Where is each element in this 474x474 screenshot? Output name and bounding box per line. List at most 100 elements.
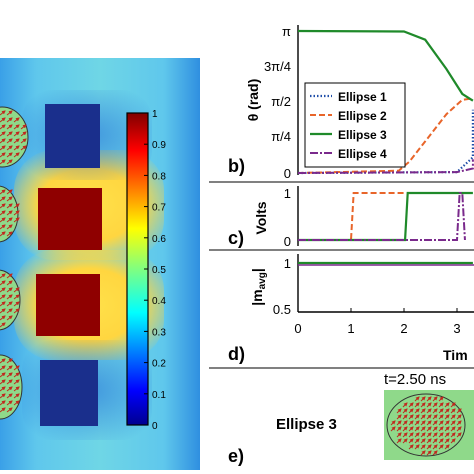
inset-arrow — [414, 438, 420, 444]
inset-arrow — [420, 420, 426, 426]
inset-arrow — [426, 438, 432, 444]
series-ellipse-3 — [297, 29, 474, 102]
colorbar-tick-label: 1 — [152, 109, 158, 120]
panel-b-label: b) — [228, 156, 245, 176]
inset-arrow — [402, 438, 408, 444]
magnetization-arrow — [13, 287, 20, 293]
magnetization-arrow — [13, 379, 20, 385]
magnetization-arrow — [6, 159, 13, 165]
panel-d-ytick-1: 1 — [284, 256, 291, 271]
inset-arrow — [432, 432, 438, 438]
inset-arrow — [414, 432, 420, 438]
magnetization-arrow — [6, 287, 13, 293]
magnetization-arrow — [6, 301, 13, 307]
magnetization-arrow — [6, 280, 13, 286]
panel-d-xtick-1: 1 — [347, 321, 354, 336]
inset-arrow — [438, 396, 444, 402]
inset-arrow — [456, 420, 462, 426]
inset-arrow — [408, 420, 414, 426]
panel-b-ytick-3pi4: 3π/4 — [264, 59, 291, 74]
magnetization-arrow — [6, 315, 13, 321]
colorbar-tick-label: 0.5 — [152, 265, 166, 276]
inset-arrow — [402, 414, 408, 420]
inset-arrow — [444, 438, 450, 444]
inset-arrow — [396, 438, 402, 444]
panel-c-label: c) — [228, 228, 244, 248]
magnetization-arrow — [13, 145, 20, 151]
inset-arrow — [402, 408, 408, 414]
colorbar-tick-label: 0.4 — [152, 296, 166, 307]
svg-text:|mavg|: |mavg| — [249, 268, 268, 306]
panel-d-xtick-0: 0 — [294, 321, 301, 336]
magnetization-arrow — [0, 372, 6, 378]
inset-arrow — [444, 402, 450, 408]
inset-arrow — [420, 450, 426, 456]
inset-arrow — [438, 408, 444, 414]
magnetization-arrow — [6, 152, 13, 158]
magnetization-arrow — [13, 308, 20, 314]
inset-arrow — [444, 414, 450, 420]
legend-ellipse-4: Ellipse 4 — [338, 147, 387, 161]
magnetization-arrow — [6, 393, 13, 399]
inset-arrow — [420, 438, 426, 444]
magnetization-arrow — [0, 386, 6, 392]
magnetization-arrow — [0, 379, 6, 385]
inset-arrow — [444, 408, 450, 414]
inset-arrow — [444, 426, 450, 432]
magnetization-arrow — [13, 393, 20, 399]
panel-b: π 3π/4 π/2 π/4 0 θ (rad) b) Ellipse 1 El… — [228, 24, 474, 181]
colorbar-tick-label: 0.6 — [152, 234, 166, 245]
colorbar-tick-label: 0.3 — [152, 327, 166, 338]
inset-arrow — [444, 420, 450, 426]
magnetization-arrow — [20, 138, 27, 144]
legend-ellipse-2: Ellipse 2 — [338, 109, 387, 123]
colorbar-tick-label: 0.7 — [152, 203, 166, 214]
panel-d-ytick-05: 0.5 — [273, 302, 291, 317]
inset-arrow — [408, 438, 414, 444]
inset-arrow — [444, 432, 450, 438]
magnetization-arrow — [6, 231, 13, 237]
electrode-2 — [38, 188, 102, 250]
magnetization-arrow — [6, 110, 13, 116]
inset-arrow — [456, 432, 462, 438]
inset-arrow — [426, 450, 432, 456]
series-ellipse-4 — [297, 159, 474, 174]
colorbar-tick-label: 0 — [152, 421, 158, 432]
inset-arrow — [420, 432, 426, 438]
inset-arrow — [420, 408, 426, 414]
inset-arrow — [408, 414, 414, 420]
colorbar-tick-label: 0.9 — [152, 140, 166, 151]
magnetization-arrow — [0, 287, 6, 293]
magnetization-arrow — [0, 117, 6, 123]
magnetization-arrow — [0, 322, 6, 328]
electrode-3 — [36, 274, 100, 336]
magnetization-arrow — [13, 294, 20, 300]
inset-arrow — [450, 402, 456, 408]
heatmap-panel: 1 0.9 0.8 0.7 0.6 0.5 0.4 0.3 0.2 0.1 0 — [0, 58, 200, 470]
magnetization-arrow — [13, 386, 20, 392]
panel-c: 1 0 Volts c) — [228, 186, 473, 249]
inset-arrow — [426, 426, 432, 432]
magnetization-arrows — [0, 110, 27, 413]
panel-e-label: e) — [228, 446, 244, 466]
colorbar-tick-label: 0.1 — [152, 390, 166, 401]
colorbar-ticks: 1 0.9 0.8 0.7 0.6 0.5 0.4 0.3 0.2 0.1 0 — [144, 109, 166, 432]
inset-arrow — [396, 426, 402, 432]
inset-arrow — [432, 402, 438, 408]
inset-arrow — [438, 420, 444, 426]
panel-d-ylabel-sub: avg — [257, 272, 268, 289]
magnetization-arrow — [13, 365, 20, 371]
inset-arrow — [438, 438, 444, 444]
inset-arrow — [408, 426, 414, 432]
magnetization-arrow — [6, 294, 13, 300]
magnetization-arrow — [20, 145, 27, 151]
inset-arrow — [408, 432, 414, 438]
magnetization-arrow — [6, 203, 13, 209]
magnetization-arrow — [0, 110, 6, 116]
inset-arrow — [450, 408, 456, 414]
magnetization-arrow — [0, 124, 6, 130]
magnetization-arrow — [0, 308, 6, 314]
inset-arrow — [456, 426, 462, 432]
panel-d-xtick-3: 3 — [453, 321, 460, 336]
